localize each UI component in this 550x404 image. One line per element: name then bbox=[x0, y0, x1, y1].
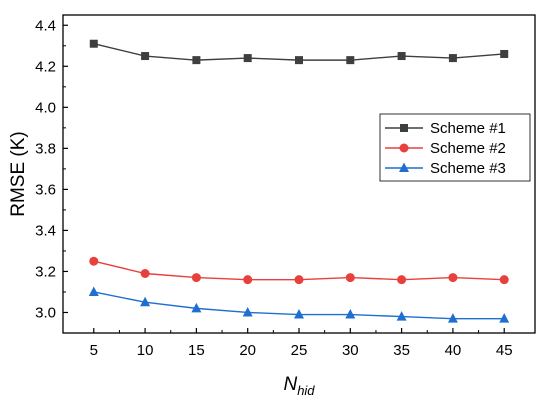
data-point bbox=[397, 275, 407, 285]
x-tick-label: 25 bbox=[291, 342, 308, 359]
data-point bbox=[499, 275, 509, 285]
series-3 bbox=[88, 286, 510, 323]
legend: Scheme #1 Scheme #2 Scheme #3 bbox=[379, 113, 531, 182]
legend-marker bbox=[399, 162, 409, 172]
data-point bbox=[141, 52, 150, 61]
data-point bbox=[499, 313, 510, 323]
x-tick-label: 40 bbox=[445, 342, 462, 359]
data-point bbox=[448, 273, 458, 283]
data-point bbox=[345, 273, 355, 283]
data-point bbox=[294, 275, 304, 285]
data-point bbox=[294, 309, 304, 319]
legend-marker bbox=[400, 124, 408, 132]
legend-label: Scheme #3 bbox=[430, 160, 506, 177]
series-2 bbox=[89, 256, 509, 285]
series-1 bbox=[89, 39, 509, 65]
x-tick-label: 45 bbox=[496, 342, 513, 359]
data-point bbox=[397, 52, 406, 61]
data-point bbox=[295, 56, 303, 65]
legend-item-2: Scheme #2 bbox=[385, 140, 506, 157]
data-point bbox=[191, 302, 202, 313]
data-point bbox=[140, 269, 150, 279]
y-tick-label: 4.4 bbox=[35, 17, 56, 34]
data-point bbox=[89, 39, 98, 48]
y-axis-title: RMSE (K) bbox=[8, 131, 29, 217]
data-point bbox=[447, 313, 458, 323]
data-point bbox=[89, 256, 99, 266]
data-point bbox=[345, 309, 356, 319]
x-tick-label: 20 bbox=[239, 342, 256, 359]
data-point bbox=[243, 275, 253, 285]
y-axis: 3.0 3.2 3.4 3.6 3.8 4.0 4.2 4.4 bbox=[35, 17, 68, 321]
data-point bbox=[346, 56, 355, 65]
x-axis-title-main: N bbox=[283, 374, 297, 395]
x-tick-label: 35 bbox=[393, 342, 410, 359]
y-tick-label: 3.2 bbox=[35, 263, 56, 280]
y-tick-label: 3.8 bbox=[35, 140, 56, 157]
y-tick-label: 4.2 bbox=[35, 58, 56, 75]
x-tick-label: 30 bbox=[342, 342, 359, 359]
data-point bbox=[88, 286, 99, 296]
x-tick-label: 5 bbox=[90, 342, 98, 359]
legend-label: Scheme #1 bbox=[430, 120, 506, 137]
y-tick-label: 4.0 bbox=[35, 99, 56, 116]
data-point bbox=[191, 273, 201, 283]
data-point bbox=[192, 56, 201, 65]
x-axis-title: Nhid bbox=[283, 374, 315, 398]
x-tick-label: 10 bbox=[137, 342, 154, 359]
data-point bbox=[500, 49, 509, 58]
data-point bbox=[396, 311, 407, 321]
x-axis: 5 10 15 20 25 30 35 40 45 bbox=[90, 328, 513, 359]
data-point bbox=[140, 296, 151, 307]
data-point bbox=[448, 54, 457, 63]
legend-label: Scheme #2 bbox=[430, 140, 506, 157]
x-tick-label: 15 bbox=[188, 342, 205, 359]
legend-marker bbox=[399, 143, 409, 153]
legend-item-3: Scheme #3 bbox=[385, 160, 506, 177]
data-point bbox=[243, 54, 252, 63]
legend-item-1: Scheme #1 bbox=[385, 120, 506, 137]
data-point bbox=[242, 306, 253, 317]
y-tick-label: 3.0 bbox=[35, 304, 56, 321]
series-layer bbox=[88, 39, 510, 323]
y-tick-label: 3.4 bbox=[35, 222, 56, 239]
x-axis-title-subscript: hid bbox=[297, 383, 315, 398]
y-tick-label: 3.6 bbox=[35, 181, 56, 198]
